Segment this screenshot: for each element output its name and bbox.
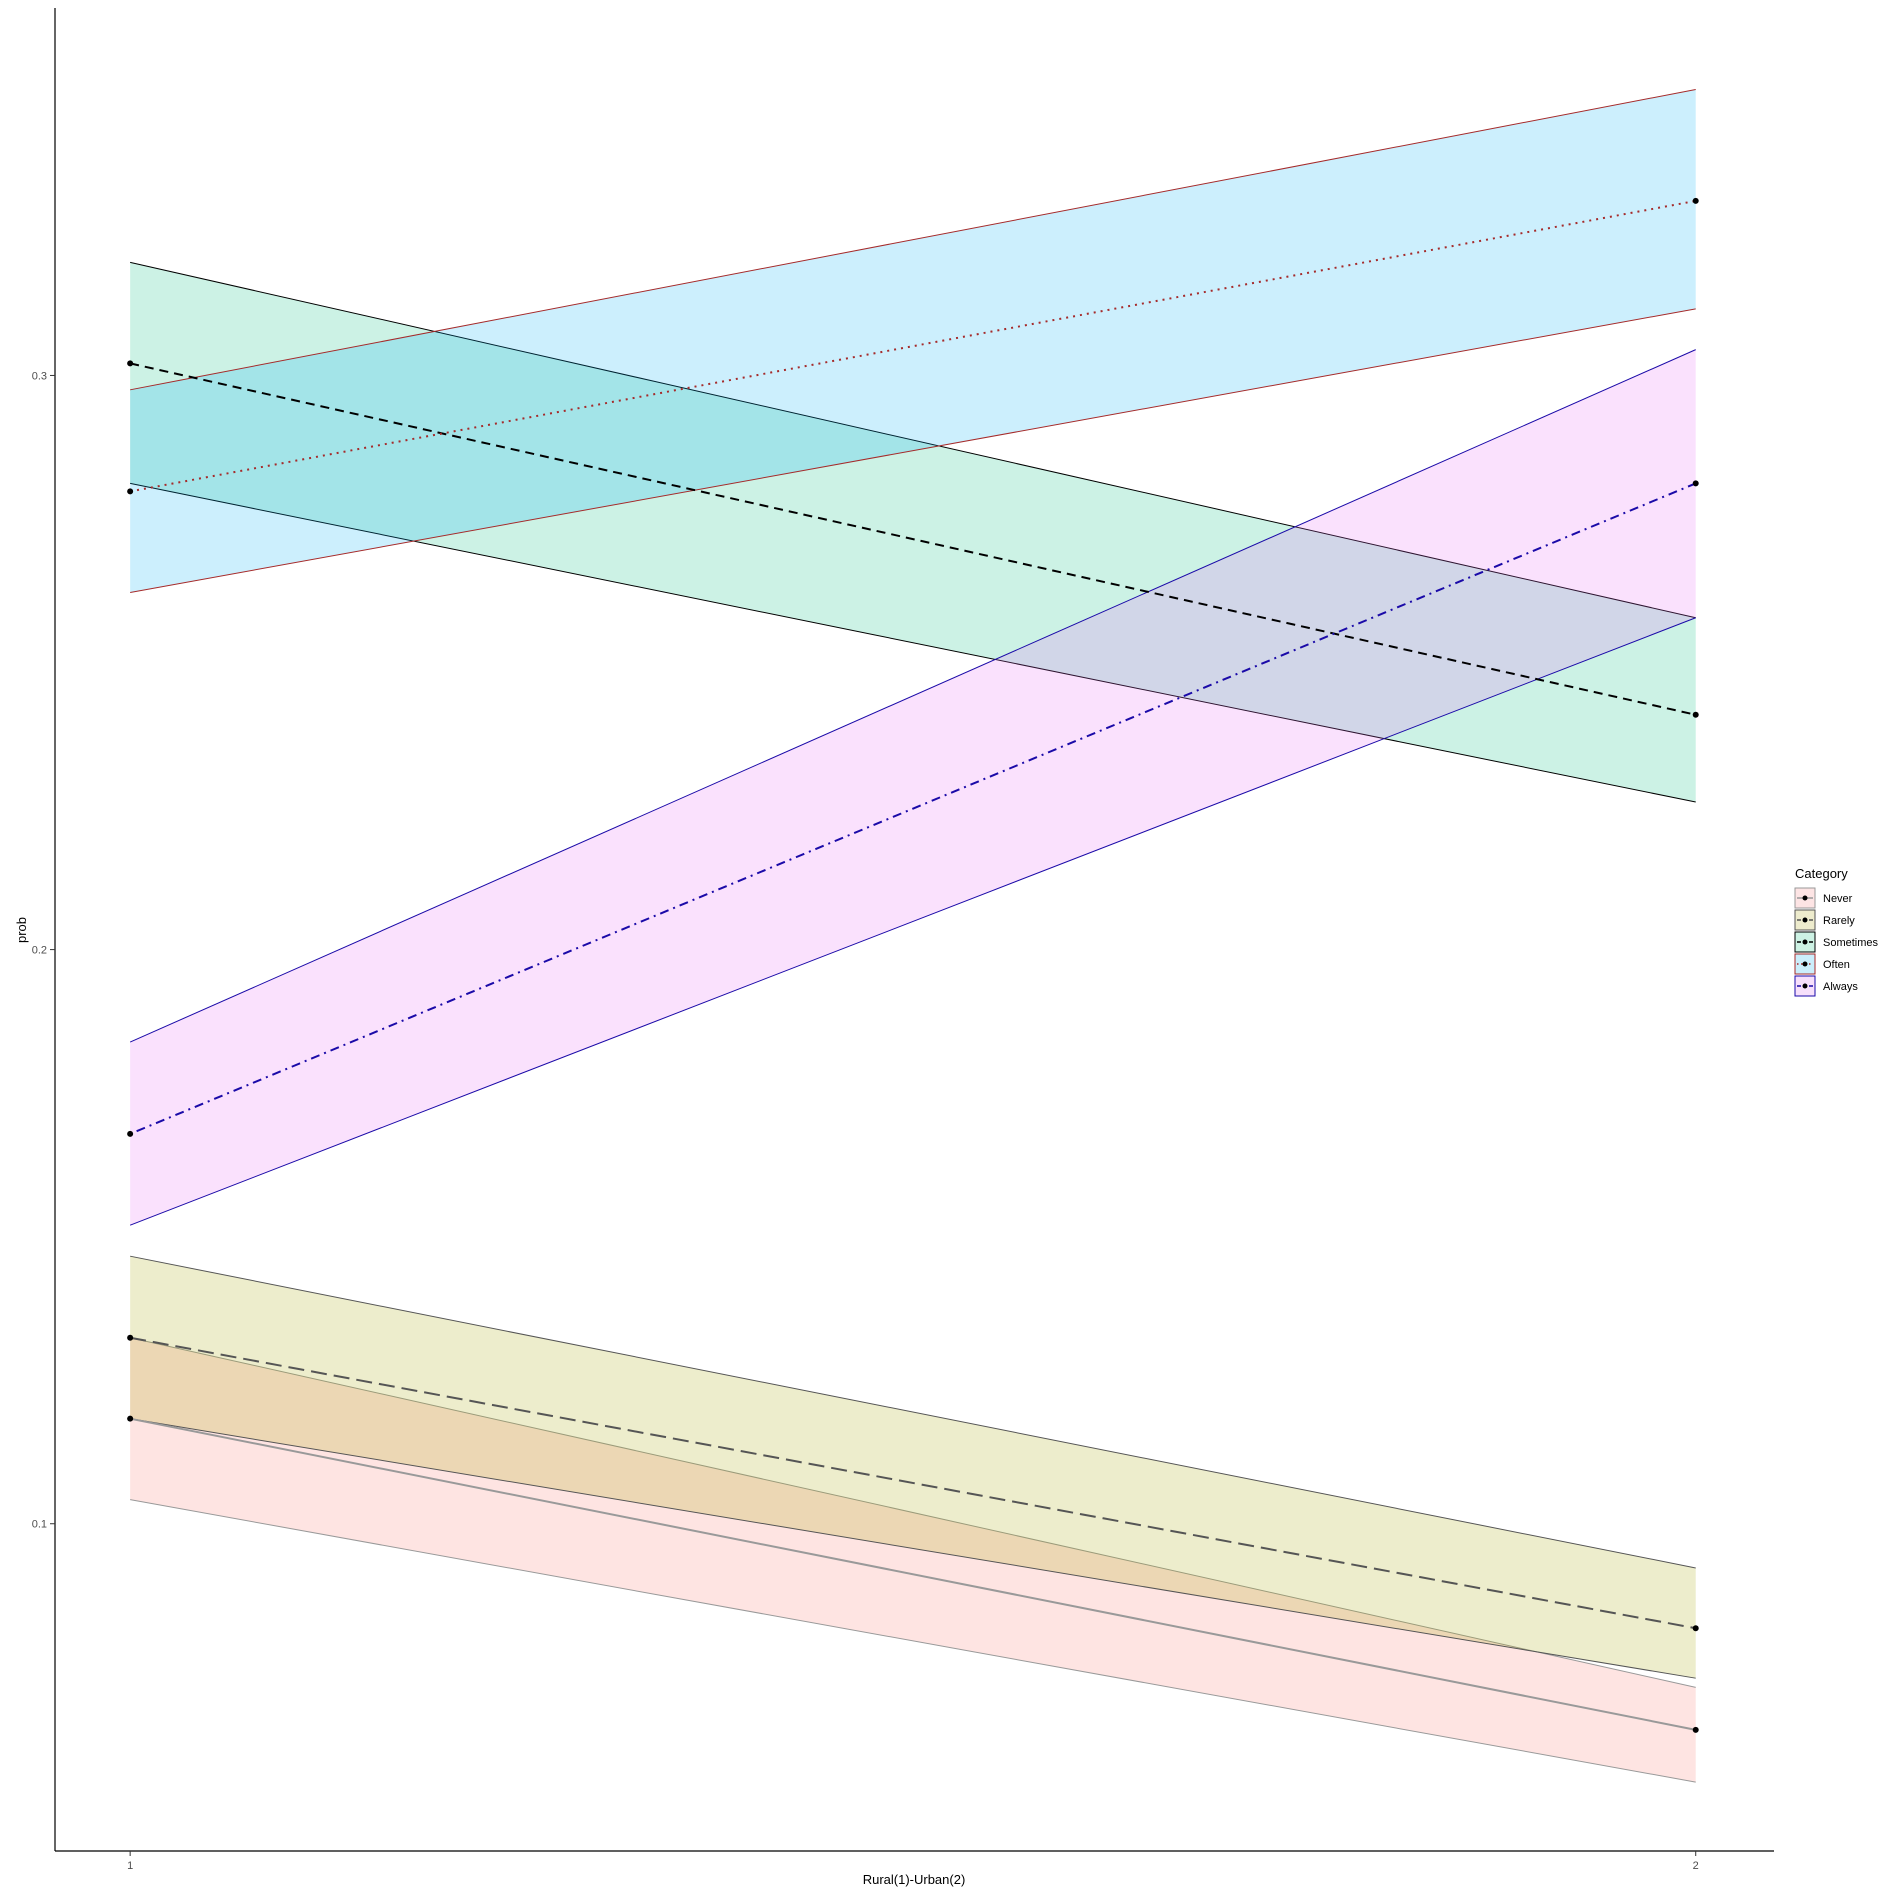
point-rarely-2 bbox=[1692, 1625, 1699, 1632]
point-rarely-1 bbox=[127, 1334, 134, 1341]
point-always-1 bbox=[127, 1130, 134, 1137]
ci-upper-rarely bbox=[130, 1255, 1696, 1569]
data-points bbox=[127, 197, 1699, 1733]
legend-label-never: Never bbox=[1823, 893, 1853, 905]
ci-lower-often bbox=[130, 308, 1696, 593]
y-tick-label: 0.2 bbox=[32, 945, 47, 957]
legend-label-often: Often bbox=[1823, 959, 1850, 971]
ci-band-rarely bbox=[130, 1256, 1696, 1679]
legend-label-rarely: Rarely bbox=[1823, 915, 1855, 927]
series-line-rarely bbox=[129, 1336, 1696, 1630]
ci-upper-sometimes bbox=[130, 261, 1696, 619]
point-always-2 bbox=[1692, 480, 1699, 487]
point-sometimes-2 bbox=[1692, 711, 1699, 718]
y-ticks: 0.1 0.2 0.3 bbox=[32, 370, 55, 1531]
y-tick-label: 0.3 bbox=[32, 370, 47, 382]
axes bbox=[54, 8, 1774, 1852]
series-line-always bbox=[129, 482, 1697, 1135]
point-often-1 bbox=[127, 488, 134, 495]
legend-key-point-rarely bbox=[1802, 917, 1808, 923]
ci-lower-rarely bbox=[130, 1418, 1696, 1679]
legend-key-point-often bbox=[1802, 961, 1808, 967]
ci-band-never bbox=[130, 1337, 1696, 1783]
legend: Category Never Rarely Sometimes Often Always bbox=[1794, 866, 1879, 997]
point-often-2 bbox=[1692, 197, 1699, 204]
ci-band-always bbox=[130, 349, 1696, 1226]
ci-band-sometimes bbox=[130, 262, 1696, 803]
legend-title: Category bbox=[1795, 866, 1848, 881]
series-line-sometimes bbox=[129, 362, 1696, 716]
ci-upper-never bbox=[130, 1337, 1696, 1688]
ci-upper-always bbox=[129, 349, 1696, 1043]
legend-key-point-never bbox=[1802, 895, 1808, 901]
point-never-2 bbox=[1692, 1726, 1699, 1733]
point-sometimes-1 bbox=[127, 360, 134, 367]
x-tick-label: 1 bbox=[127, 1860, 133, 1872]
ci-lower-sometimes bbox=[130, 482, 1696, 803]
legend-key-point-always bbox=[1802, 983, 1808, 989]
ci-upper-often bbox=[130, 89, 1696, 391]
confidence-bands bbox=[129, 89, 1696, 1783]
point-never-1 bbox=[127, 1415, 134, 1422]
legend-label-always: Always bbox=[1823, 981, 1858, 993]
legend-key-point-sometimes bbox=[1802, 939, 1808, 945]
x-tick-label: 2 bbox=[1693, 1860, 1699, 1872]
ci-lower-never bbox=[130, 1499, 1696, 1783]
y-axis-title: prob bbox=[14, 917, 29, 943]
ci-lower-always bbox=[129, 617, 1696, 1226]
series-lines bbox=[129, 199, 1697, 1731]
series-line-never bbox=[129, 1417, 1696, 1731]
x-axis-title: Rural(1)-Urban(2) bbox=[863, 1872, 966, 1887]
ci-band-often bbox=[130, 89, 1696, 593]
y-tick-label: 0.1 bbox=[32, 1519, 47, 1531]
legend-label-sometimes: Sometimes bbox=[1823, 937, 1879, 949]
